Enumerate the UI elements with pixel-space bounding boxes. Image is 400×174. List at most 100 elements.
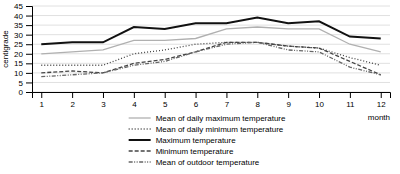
grid-line bbox=[32, 6, 390, 7]
tick-label: 7 bbox=[225, 100, 230, 109]
tick-mark bbox=[72, 92, 73, 98]
lines bbox=[41, 17, 380, 76]
tick: 10 bbox=[14, 69, 32, 78]
tick-mark bbox=[26, 6, 32, 7]
tick-label: 12 bbox=[377, 100, 386, 109]
tick-mark bbox=[165, 92, 166, 98]
grid-line bbox=[32, 25, 390, 26]
grid bbox=[32, 6, 390, 92]
legend-label: Mean of outdoor temperature bbox=[156, 158, 260, 167]
tick-label: 20 bbox=[14, 50, 23, 59]
legend: Mean of daily maximum temperature Mean of… bbox=[129, 114, 286, 167]
tick-label: 5 bbox=[19, 79, 24, 88]
x-axis-title: month bbox=[368, 113, 390, 122]
legend-label: Mean of daily maximum temperature bbox=[156, 114, 286, 123]
tick-label: 10 bbox=[14, 69, 23, 78]
series-line bbox=[41, 42, 380, 65]
grid-line bbox=[32, 53, 390, 54]
tick: 10 bbox=[315, 92, 324, 109]
tick-mark bbox=[26, 73, 32, 74]
tick-label: 4 bbox=[132, 100, 137, 109]
tick-label: 1 bbox=[40, 100, 45, 109]
grid-line bbox=[32, 44, 390, 45]
grid-line bbox=[32, 72, 390, 73]
y-axis: 051015202530354045 bbox=[14, 2, 32, 97]
series-line bbox=[41, 42, 380, 76]
tick: 6 bbox=[194, 92, 199, 109]
legend-swatch bbox=[129, 139, 151, 141]
tick-mark bbox=[288, 92, 289, 98]
tick-mark bbox=[26, 63, 32, 64]
tick-label: 0 bbox=[19, 88, 24, 97]
grid-line bbox=[32, 63, 390, 64]
tick-mark bbox=[26, 35, 32, 36]
tick-mark bbox=[350, 92, 351, 98]
legend-label: Maximum temperature bbox=[156, 136, 237, 145]
tick: 1 bbox=[40, 92, 45, 109]
tick: 45 bbox=[14, 2, 32, 11]
tick-mark bbox=[26, 82, 32, 83]
tick-mark bbox=[26, 54, 32, 55]
tick-mark bbox=[257, 92, 258, 98]
tick-mark bbox=[26, 25, 32, 26]
legend-swatch bbox=[129, 117, 151, 118]
tick-label: 6 bbox=[194, 100, 199, 109]
tick-mark bbox=[319, 92, 320, 98]
legend-swatch bbox=[129, 128, 151, 129]
tick: 7 bbox=[225, 92, 230, 109]
tick-mark bbox=[26, 16, 32, 17]
y-axis-title: centigrade bbox=[1, 30, 10, 68]
legend-label: Mean of daily minimum temperature bbox=[156, 125, 284, 134]
legend-item: Mean of outdoor temperature bbox=[129, 158, 260, 167]
legend-swatch bbox=[129, 150, 151, 151]
tick: 30 bbox=[14, 31, 32, 40]
tick: 25 bbox=[14, 40, 32, 49]
tick: 12 bbox=[377, 92, 386, 109]
tick-mark bbox=[103, 92, 104, 98]
legend-item: Minimum temperature bbox=[129, 147, 234, 156]
legend-swatch bbox=[129, 161, 151, 162]
tick-label: 2 bbox=[70, 100, 75, 109]
tick: 40 bbox=[14, 12, 32, 21]
tick: 5 bbox=[19, 79, 32, 88]
tick-label: 35 bbox=[14, 21, 23, 30]
tick-label: 11 bbox=[346, 100, 355, 109]
tick: 8 bbox=[256, 92, 261, 109]
grid-line bbox=[32, 15, 390, 16]
tick-mark bbox=[226, 92, 227, 98]
tick-label: 30 bbox=[14, 31, 23, 40]
tick: 20 bbox=[14, 50, 32, 59]
tick-mark bbox=[41, 92, 42, 98]
tick: 15 bbox=[14, 59, 32, 68]
tick: 3 bbox=[101, 92, 106, 109]
tick: 5 bbox=[163, 92, 168, 109]
tick-mark bbox=[134, 92, 135, 98]
tick-label: 10 bbox=[315, 100, 324, 109]
tick: 35 bbox=[14, 21, 32, 30]
tick-mark bbox=[26, 44, 32, 45]
tick-mark bbox=[26, 92, 32, 93]
legend-item: Mean of daily minimum temperature bbox=[129, 125, 284, 134]
tick-label: 9 bbox=[286, 100, 291, 109]
legend-item: Maximum temperature bbox=[129, 136, 237, 145]
series-line bbox=[41, 27, 380, 54]
tick-label: 40 bbox=[14, 12, 23, 21]
grid-line bbox=[32, 82, 390, 83]
tick: 4 bbox=[132, 92, 137, 109]
tick-mark bbox=[381, 92, 382, 98]
legend-label: Minimum temperature bbox=[156, 147, 234, 156]
tick-label: 8 bbox=[256, 100, 261, 109]
chart: 123456789101112051015202530354045centigr… bbox=[0, 0, 400, 174]
tick-label: 45 bbox=[14, 2, 23, 11]
x-axis: 123456789101112 bbox=[33, 92, 391, 109]
tick-label: 25 bbox=[14, 40, 23, 49]
tick-mark bbox=[196, 92, 197, 98]
axis-line bbox=[33, 93, 391, 99]
tick-label: 5 bbox=[163, 100, 168, 109]
tick-label: 3 bbox=[101, 100, 106, 109]
axis-line bbox=[26, 7, 33, 93]
tick: 9 bbox=[286, 92, 291, 109]
legend-item: Mean of daily maximum temperature bbox=[129, 114, 286, 123]
tick: 11 bbox=[346, 92, 355, 109]
series-line bbox=[41, 42, 380, 74]
